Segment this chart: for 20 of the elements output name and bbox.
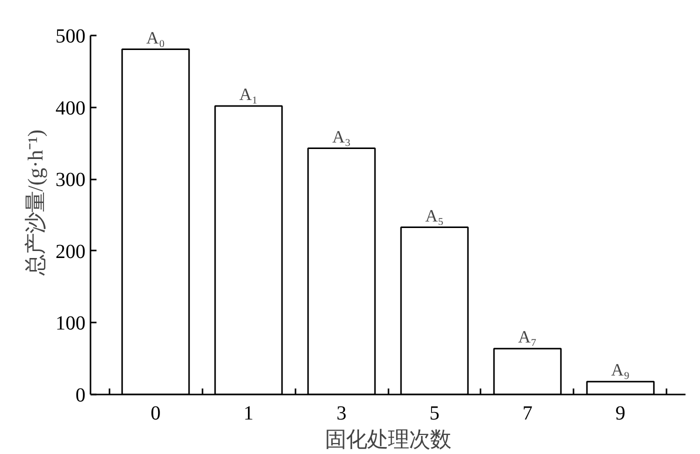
- x-tick-label: 3: [336, 402, 347, 424]
- annotation: A₉: [611, 360, 630, 380]
- y-axis-title: 总产沙量/(g·h⁻¹): [24, 130, 48, 276]
- y-tick-label: 500: [56, 26, 86, 48]
- y-tick-label: 200: [56, 240, 86, 263]
- y-tick-label: 400: [56, 97, 86, 120]
- y-tick-label: 0: [76, 384, 86, 406]
- annotation: A₇: [518, 328, 537, 347]
- x-tick-label: 0: [150, 402, 161, 424]
- x-tick-label: 9: [615, 402, 626, 424]
- annotation: A₅: [425, 206, 444, 226]
- x-axis-title: 固化处理次数: [325, 428, 451, 452]
- annotation: A₀: [146, 28, 165, 48]
- annotation: A₁: [239, 84, 258, 104]
- y-tick-label: 100: [56, 312, 86, 335]
- annotation: A₃: [332, 127, 351, 146]
- x-tick-label: 7: [522, 402, 532, 424]
- x-tick-label: 5: [429, 402, 440, 424]
- x-tick-label: 1: [244, 402, 254, 424]
- y-tick-label: 300: [56, 169, 86, 192]
